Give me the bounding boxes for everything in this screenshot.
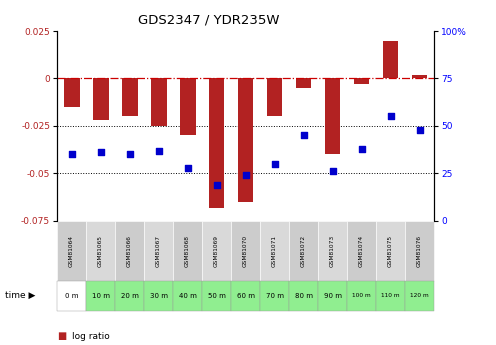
Text: 10 m: 10 m	[92, 293, 110, 299]
Bar	[318, 281, 347, 310]
Bar	[115, 221, 144, 281]
Point	[358, 146, 366, 151]
Point	[125, 152, 133, 157]
Bar	[144, 221, 173, 281]
Bar	[86, 281, 115, 310]
Bar	[57, 221, 86, 281]
Bar	[231, 221, 260, 281]
Text: 100 m: 100 m	[352, 293, 371, 298]
Text: GSM81066: GSM81066	[127, 235, 132, 267]
Bar	[376, 221, 405, 281]
Bar	[63, 79, 79, 107]
Bar	[173, 281, 202, 310]
Bar	[376, 281, 405, 310]
Text: GSM81074: GSM81074	[359, 235, 364, 267]
Text: 50 m: 50 m	[208, 293, 226, 299]
Text: 60 m: 60 m	[237, 293, 254, 299]
Text: log ratio: log ratio	[72, 332, 110, 341]
Bar	[151, 79, 167, 126]
Text: GSM81064: GSM81064	[69, 235, 74, 267]
Bar	[115, 281, 144, 310]
Text: 20 m: 20 m	[121, 293, 138, 299]
Bar	[144, 281, 173, 310]
Text: GSM81070: GSM81070	[243, 235, 248, 267]
Bar	[405, 221, 434, 281]
Text: GSM81075: GSM81075	[388, 235, 393, 267]
Point	[328, 169, 336, 174]
Bar	[347, 281, 376, 310]
Bar	[208, 79, 225, 208]
Text: GSM81072: GSM81072	[301, 235, 306, 267]
Bar	[180, 79, 195, 136]
Text: GSM81067: GSM81067	[156, 235, 161, 267]
Text: 120 m: 120 m	[410, 293, 429, 298]
Text: 110 m: 110 m	[381, 293, 400, 298]
Point	[242, 172, 249, 178]
Bar	[412, 75, 428, 79]
Bar	[324, 79, 340, 155]
Text: 70 m: 70 m	[265, 293, 284, 299]
Text: GSM81065: GSM81065	[98, 235, 103, 267]
Text: 40 m: 40 m	[179, 293, 196, 299]
Bar	[296, 79, 311, 88]
Text: 0 m: 0 m	[65, 293, 78, 299]
Bar	[405, 281, 434, 310]
Bar	[289, 221, 318, 281]
Point	[213, 182, 221, 188]
Bar	[93, 79, 109, 120]
Text: 30 m: 30 m	[149, 293, 168, 299]
Bar	[231, 281, 260, 310]
Bar	[238, 79, 253, 202]
Point	[97, 150, 105, 155]
Text: GSM81076: GSM81076	[417, 235, 422, 267]
Point	[300, 132, 308, 138]
Bar	[347, 221, 376, 281]
Text: GSM81073: GSM81073	[330, 235, 335, 267]
Text: GSM81068: GSM81068	[185, 235, 190, 267]
Bar	[318, 221, 347, 281]
Bar	[382, 41, 398, 79]
Bar	[289, 281, 318, 310]
Point	[270, 161, 278, 167]
Bar	[260, 281, 289, 310]
Bar	[173, 221, 202, 281]
Point	[184, 165, 191, 170]
Text: GSM81071: GSM81071	[272, 235, 277, 267]
Bar	[86, 221, 115, 281]
Text: GDS2347 / YDR235W: GDS2347 / YDR235W	[137, 14, 279, 27]
Bar	[266, 79, 283, 117]
Bar	[260, 221, 289, 281]
Text: GSM81069: GSM81069	[214, 235, 219, 267]
Point	[416, 127, 424, 132]
Point	[155, 148, 163, 154]
Bar	[354, 79, 370, 84]
Text: ■: ■	[57, 332, 66, 341]
Bar	[202, 221, 231, 281]
Point	[386, 114, 394, 119]
Bar	[122, 79, 137, 117]
Bar	[202, 281, 231, 310]
Text: 90 m: 90 m	[323, 293, 342, 299]
Point	[67, 152, 75, 157]
Text: time ▶: time ▶	[5, 291, 35, 300]
Text: 80 m: 80 m	[295, 293, 312, 299]
Bar	[57, 281, 86, 310]
